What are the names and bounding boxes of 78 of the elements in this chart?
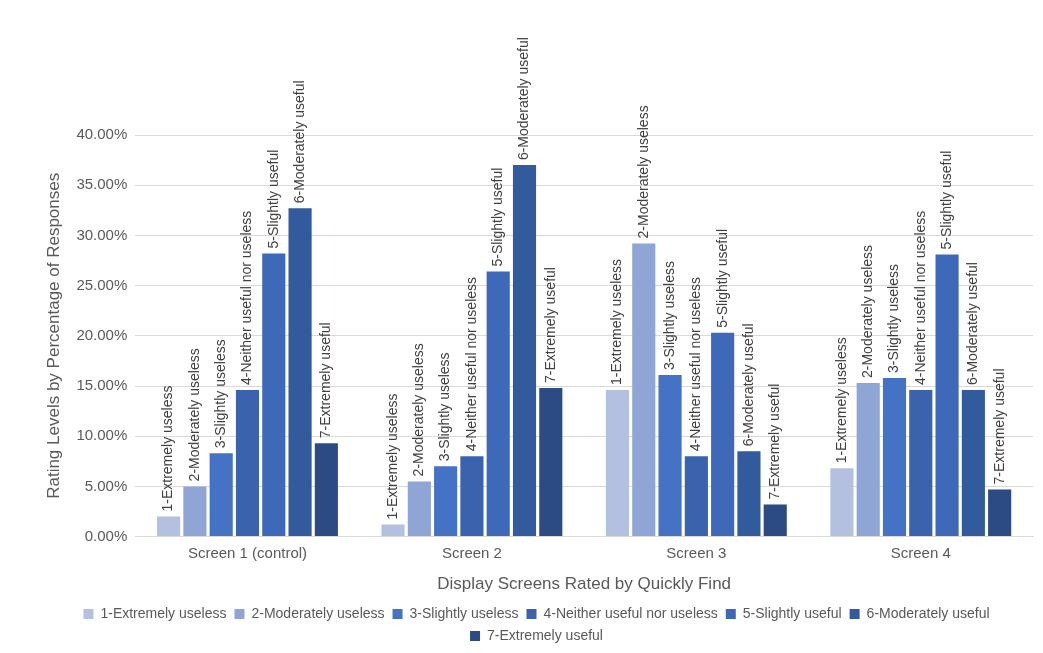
text: 5-Slightly useful: [264, 149, 281, 249]
x-tick-label: Screen 4: [890, 543, 951, 561]
bar: [632, 243, 656, 537]
y-tick-label: 35.00%: [76, 175, 128, 193]
y-tick-label: 30.00%: [76, 225, 128, 243]
bar: [935, 254, 959, 537]
y-tick-label: 25.00%: [76, 275, 128, 293]
bar: [314, 443, 338, 537]
text: 6-Moderately useful: [739, 323, 756, 447]
legend-label: 4-Neither useful nor useless: [543, 604, 718, 621]
text: 3-Slightly useless: [436, 352, 453, 462]
text: 7-Extremely useful: [766, 383, 783, 500]
bar: [157, 516, 181, 537]
x-tick-label: Screen 3: [666, 543, 727, 561]
text: 4-Neither useful nor useless: [687, 276, 704, 452]
y-tick-label: 5.00%: [84, 476, 128, 494]
bar: [512, 165, 537, 537]
text: 3-Slightly useless: [212, 339, 229, 449]
bar: [262, 253, 286, 537]
x-axis-title: Display Screens Rated by Quickly Find: [437, 574, 732, 594]
text: 4-Neither useful nor useless: [462, 276, 479, 452]
bar: [763, 504, 787, 537]
text: 1-Extremely useless: [159, 385, 176, 512]
bar: [711, 332, 735, 537]
legend-label: 7-Extremely useful: [487, 626, 603, 643]
bar: [381, 524, 405, 537]
text: 7-Extremely useful: [990, 368, 1007, 485]
x-tick-label: Screen 2: [441, 543, 502, 561]
text: 3-Slightly useless: [660, 261, 677, 370]
text: 4-Neither useful nor useless: [238, 210, 255, 386]
bar: [988, 489, 1012, 537]
y-tick-label: 10.00%: [76, 426, 128, 444]
bar: [209, 453, 233, 537]
text: 4-Neither useful nor useless: [911, 210, 928, 386]
y-tick-label: 20.00%: [76, 325, 128, 343]
text: 3-Slightly useless: [885, 264, 902, 373]
text: 5-Slightly useful: [489, 167, 506, 267]
bar: [288, 208, 312, 537]
text: 1-Extremely useless: [608, 258, 625, 386]
y-axis-title: Rating Levels by Percentage of Responses: [43, 172, 63, 499]
bar: [539, 388, 563, 537]
legend-label: 6-Moderately useful: [866, 604, 990, 621]
bar: [486, 271, 510, 537]
x-tick-label: Screen 1 (control): [187, 543, 308, 561]
bar: [856, 382, 880, 537]
text: 6-Moderately useful: [515, 37, 532, 161]
text: 2-Moderately useless: [185, 348, 202, 482]
text: 2-Moderately useless: [634, 105, 651, 239]
bar: [235, 390, 260, 537]
bar: [407, 481, 431, 537]
legend-label: 5-Slightly useful: [742, 604, 842, 621]
bar: [658, 374, 682, 537]
text: 1-Extremely useless: [832, 337, 849, 464]
text: 7-Extremely useful: [317, 322, 334, 439]
y-tick-label: 40.00%: [76, 125, 128, 143]
bar: [830, 468, 854, 537]
text: 2-Moderately useless: [410, 343, 427, 477]
text: 6-Moderately useful: [290, 80, 307, 204]
text: 5-Slightly useful: [713, 228, 730, 328]
text: 5-Slightly useful: [937, 150, 954, 250]
bar: [737, 451, 761, 537]
y-tick-label: 0.00%: [84, 526, 128, 544]
bar: [909, 390, 933, 537]
legend-label: 3-Slightly useless: [409, 604, 519, 621]
bar: [605, 390, 630, 537]
text: 6-Moderately useful: [964, 262, 981, 386]
legend-label: 1-Extremely useless: [100, 604, 227, 621]
y-tick-label: 15.00%: [76, 376, 128, 394]
bar: [183, 486, 207, 537]
text: 2-Moderately useless: [859, 244, 876, 378]
legend-label: 2-Moderately useless: [251, 604, 385, 621]
bar: [434, 466, 458, 537]
bar: [684, 456, 708, 537]
bar: [460, 456, 484, 537]
text: 7-Extremely useful: [541, 267, 558, 384]
bar: [882, 377, 907, 537]
bar: [961, 390, 985, 537]
text: 1-Extremely useless: [383, 393, 400, 520]
